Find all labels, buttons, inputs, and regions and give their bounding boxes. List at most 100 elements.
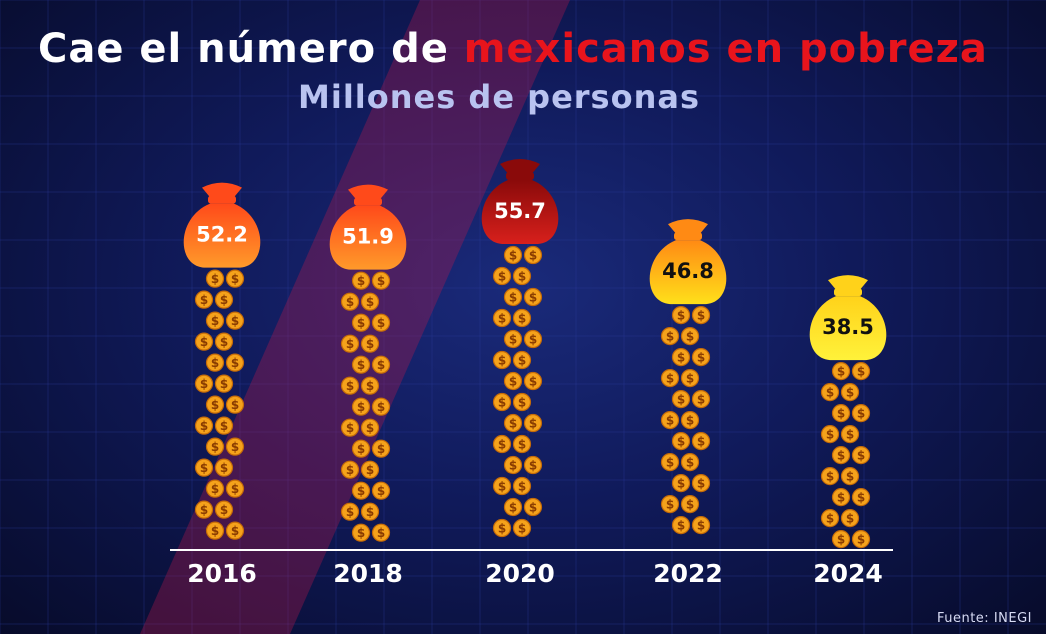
svg-text:$: $	[377, 316, 385, 330]
dollar-coin-icon: $	[671, 306, 691, 325]
dollar-coin-icon: $	[512, 434, 532, 454]
dollar-coin-icon: $	[680, 495, 700, 514]
x-tick-label-2022: 2022	[653, 559, 723, 588]
coin-stack-2024: $$$$$$$$$$$$$$$$$$$$	[820, 341, 871, 549]
dollar-coin-icon: $	[851, 362, 871, 381]
svg-text:$: $	[518, 438, 526, 452]
bar-2020: $$$$$$$$$$$$$$$$$$$$$$$$$$$$$$55.7	[481, 159, 559, 538]
svg-text:$: $	[686, 330, 694, 344]
money-bag-icon	[481, 159, 559, 245]
svg-text:$: $	[666, 456, 674, 470]
svg-text:$: $	[857, 407, 865, 421]
dollar-coin-icon: $	[671, 390, 691, 409]
svg-text:$: $	[346, 463, 354, 477]
dollar-coin-icon: $	[523, 455, 543, 475]
x-tick-label-2016: 2016	[187, 559, 257, 588]
svg-text:$: $	[846, 470, 854, 484]
dollar-coin-icon: $	[351, 439, 371, 458]
dollar-coin-icon: $	[205, 311, 225, 330]
dollar-coin-icon: $	[194, 416, 214, 435]
dollar-coin-icon: $	[831, 404, 851, 423]
dollar-coin-icon: $	[371, 355, 391, 374]
svg-text:$: $	[366, 295, 374, 309]
svg-text:$: $	[666, 414, 674, 428]
svg-text:$: $	[529, 333, 537, 347]
dollar-coin-icon: $	[205, 521, 225, 540]
svg-text:$: $	[666, 330, 674, 344]
dollar-coin-icon: $	[671, 432, 691, 451]
x-tick-label-2024: 2024	[813, 559, 883, 588]
dollar-coin-icon: $	[205, 479, 225, 498]
dollar-coin-icon: $	[671, 515, 691, 535]
svg-text:$: $	[509, 333, 517, 347]
svg-text:$: $	[200, 461, 208, 475]
dollar-coin-icon: $	[523, 287, 543, 307]
svg-text:$: $	[200, 335, 208, 349]
svg-text:$: $	[211, 482, 219, 496]
dollar-coin-icon: $	[340, 460, 360, 479]
dollar-coin-icon: $	[851, 488, 871, 507]
svg-text:$: $	[357, 526, 365, 540]
svg-text:$: $	[837, 533, 845, 547]
svg-text:$: $	[231, 314, 239, 328]
dollar-coin-icon: $	[340, 292, 360, 311]
svg-text:$: $	[677, 477, 685, 491]
dollar-coin-icon: $	[831, 446, 851, 465]
svg-text:$: $	[498, 480, 506, 494]
coin-stack-2018: $$$$$$$$$$$$$$$$$$$$$$$$$$$$	[340, 250, 391, 542]
svg-text:$: $	[826, 428, 834, 442]
svg-text:$: $	[529, 417, 537, 431]
svg-text:$: $	[346, 505, 354, 519]
svg-text:$: $	[697, 351, 705, 365]
data-label-2016: 52.2	[196, 223, 248, 247]
svg-text:$: $	[857, 491, 865, 505]
dollar-coin-icon: $	[492, 392, 512, 412]
dollar-coin-icon: $	[492, 350, 512, 370]
svg-text:$: $	[509, 417, 517, 431]
dollar-coin-icon: $	[225, 437, 245, 456]
svg-text:$: $	[518, 270, 526, 284]
svg-text:$: $	[857, 533, 865, 547]
dollar-coin-icon: $	[340, 502, 360, 521]
dollar-coin-icon: $	[523, 413, 543, 433]
dollar-coin-icon: $	[351, 355, 371, 374]
dollar-coin-icon: $	[214, 458, 234, 477]
dollar-coin-icon: $	[225, 269, 245, 288]
chart-subtitle: Millones de personas	[298, 78, 700, 116]
svg-text:$: $	[377, 274, 385, 288]
svg-text:$: $	[357, 484, 365, 498]
coin-stack-2016: $$$$$$$$$$$$$$$$$$$$$$$$$$$$	[194, 248, 245, 540]
svg-text:$: $	[837, 449, 845, 463]
svg-text:$: $	[366, 421, 374, 435]
dollar-coin-icon: $	[691, 432, 711, 451]
svg-text:$: $	[509, 501, 517, 515]
svg-text:$: $	[509, 291, 517, 305]
money-bag-icon	[649, 219, 727, 305]
dollar-coin-icon: $	[840, 383, 860, 402]
svg-text:$: $	[377, 400, 385, 414]
svg-text:$: $	[529, 249, 537, 263]
svg-text:$: $	[677, 351, 685, 365]
svg-text:$: $	[366, 505, 374, 519]
svg-text:$: $	[498, 270, 506, 284]
dollar-coin-icon: $	[371, 481, 391, 500]
dollar-coin-icon: $	[205, 353, 225, 372]
svg-text:$: $	[346, 337, 354, 351]
dollar-coin-icon: $	[831, 530, 851, 549]
svg-text:$: $	[211, 524, 219, 538]
data-label-2020: 55.7	[494, 199, 546, 223]
svg-text:$: $	[211, 398, 219, 412]
dollar-coin-icon: $	[820, 509, 840, 528]
dollar-coin-icon: $	[503, 497, 523, 517]
dollar-coin-icon: $	[503, 455, 523, 475]
dollar-coin-icon: $	[351, 271, 371, 290]
svg-text:$: $	[518, 396, 526, 410]
money-bag-icon	[329, 184, 407, 270]
dollar-coin-icon: $	[371, 439, 391, 458]
dollar-coin-icon: $	[360, 376, 380, 395]
svg-text:$: $	[518, 312, 526, 326]
svg-text:$: $	[377, 484, 385, 498]
svg-text:$: $	[357, 400, 365, 414]
dollar-coin-icon: $	[820, 425, 840, 444]
svg-text:$: $	[346, 421, 354, 435]
